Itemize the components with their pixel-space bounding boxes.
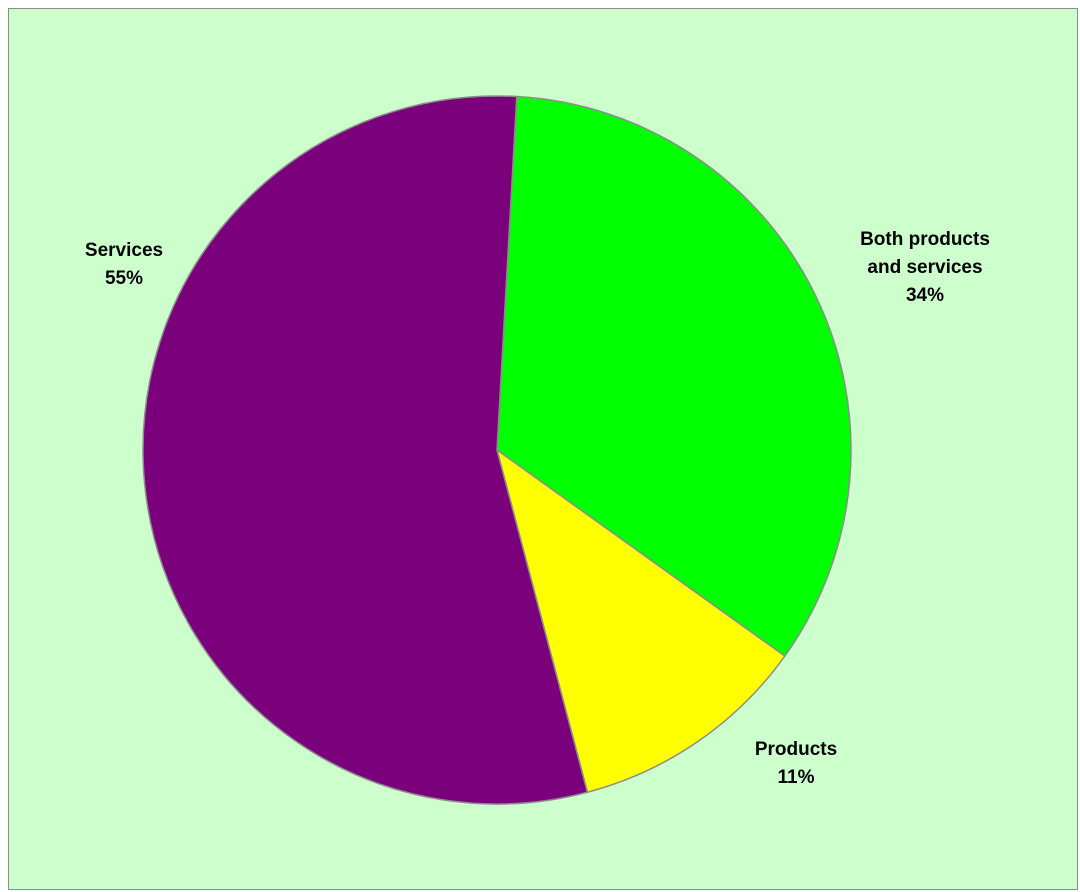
pie-slice-services (142, 95, 589, 805)
slice-label-services: Services 55% (85, 240, 163, 289)
pie-slice-both-products-and-services (496, 95, 852, 658)
slice-label-both-products-and-services: Both products and services 34% (860, 229, 990, 306)
slice-label-products: Products 11% (755, 739, 837, 788)
slice-name-label: Services (85, 240, 163, 261)
slice-percent-label: 34% (906, 285, 944, 306)
slice-name-label: and services (867, 257, 982, 278)
slice-percent-label: 55% (105, 268, 143, 289)
slice-name-label: Products (755, 739, 837, 760)
slice-name-label: Both products (860, 229, 990, 250)
slice-percent-label: 11% (778, 767, 815, 788)
pie-slice-products (495, 448, 786, 794)
